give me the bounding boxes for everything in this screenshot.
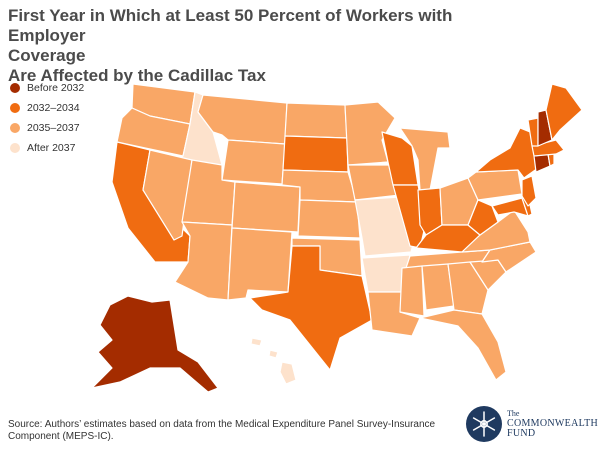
state-new-york [475, 127, 539, 179]
logo-line-2: COMMONWEALTH [507, 418, 599, 429]
state-north-dakota [284, 102, 348, 139]
state-texas [249, 245, 373, 371]
legend-label: Before 2032 [27, 81, 85, 94]
title-line-3: Are Affected by the Cadillac Tax [8, 66, 266, 85]
legend-swatch [10, 142, 20, 153]
state-florida [419, 309, 507, 381]
state-colorado [231, 181, 301, 233]
state-hawaii [250, 337, 297, 385]
legend-item-after-2037: After 2037 [10, 139, 84, 156]
logo-wordmark: The COMMONWEALTH FUND [507, 409, 598, 439]
commonwealth-fund-logo: The COMMONWEALTH FUND [466, 406, 598, 446]
title-line-1: First Year in Which at Least 50 Percent … [8, 6, 453, 45]
logo-line-3: FUND [507, 428, 536, 439]
logo-line-1: The [507, 409, 520, 418]
state-west-virginia [467, 199, 499, 236]
state-south-dakota [282, 135, 349, 173]
legend-label: 2035–2037 [27, 121, 80, 134]
state-pennsylvania [467, 169, 523, 201]
state-new-mexico [227, 227, 293, 301]
us-states-map [91, 83, 583, 393]
title-line-2: Coverage [8, 46, 86, 65]
legend-item-2035-2037: 2035–2037 [10, 119, 84, 136]
state-alaska [91, 295, 219, 393]
legend-swatch [10, 102, 20, 113]
legend-swatch [10, 82, 20, 93]
legend-swatch [10, 122, 20, 133]
legend-item-before-2032: Before 2032 [10, 79, 84, 96]
source-note: Source: Authors’ estimates based on data… [8, 419, 436, 442]
state-new-jersey [521, 175, 537, 207]
state-mississippi [399, 265, 425, 317]
legend-item-2032-2034: 2032–2034 [10, 99, 84, 116]
snowflake-seal-icon [466, 406, 502, 442]
legend-label: After 2037 [27, 141, 76, 154]
state-maryland [491, 197, 529, 217]
state-wyoming [221, 139, 286, 185]
state-kansas [297, 199, 361, 239]
legend-label: 2032–2034 [27, 101, 80, 114]
map-legend: Before 2032 2032–2034 2035–2037 After 20… [10, 79, 84, 159]
state-maine [545, 83, 583, 141]
page-title: First Year in Which at Least 50 Percent … [8, 6, 528, 86]
state-nevada [142, 149, 193, 241]
state-connecticut [533, 153, 551, 173]
